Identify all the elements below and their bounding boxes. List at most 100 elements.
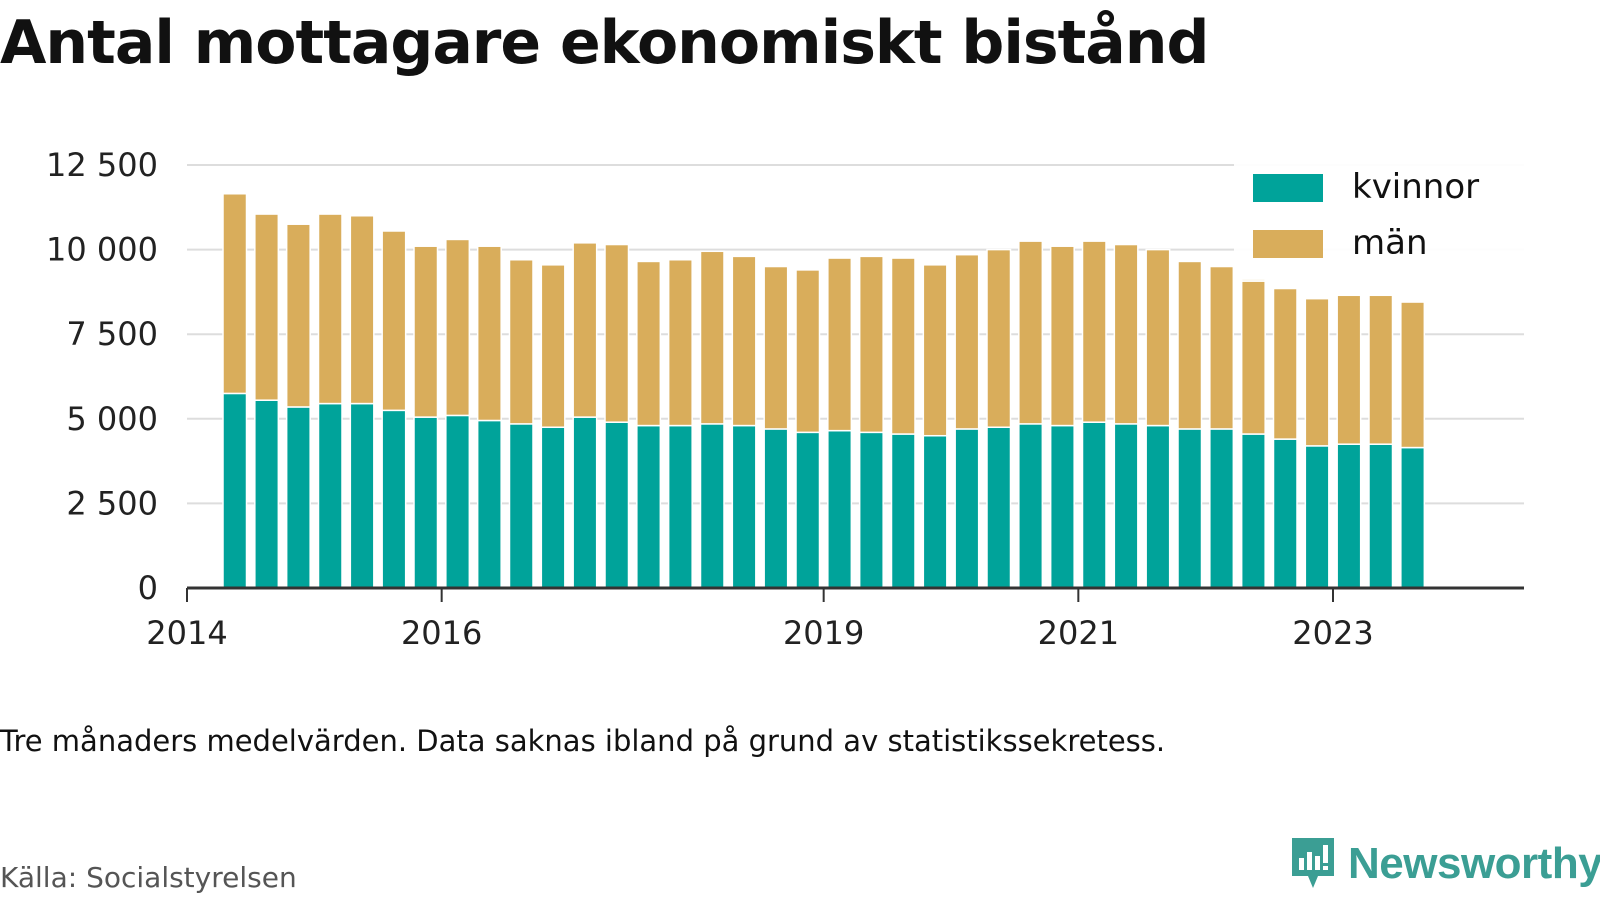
y-tick-label: 7 500 (66, 315, 158, 353)
bar-man (667, 259, 693, 427)
bar-kvinnor (381, 409, 407, 589)
bar-kvinnor (763, 428, 789, 589)
bar-man (1145, 248, 1171, 427)
x-tick-label: 2021 (1038, 614, 1119, 652)
bar-man (1113, 243, 1139, 425)
x-tick-label: 2023 (1292, 614, 1373, 652)
x-tick-label: 2014 (146, 614, 227, 652)
bar-kvinnor (1145, 424, 1171, 589)
y-axis: 0 2 500 5 000 7 500 10 000 12 500 (46, 146, 158, 607)
bar-man (445, 238, 471, 417)
bar-man (1177, 260, 1203, 430)
bar-man (1081, 240, 1107, 423)
bar-man (285, 223, 311, 408)
y-tick-label: 0 (138, 569, 158, 607)
x-axis: 2014 2016 2019 2021 2023 (146, 586, 1524, 652)
bar-kvinnor (954, 428, 980, 589)
bar-man (1272, 287, 1298, 440)
bar-man (1018, 240, 1044, 425)
brand-name: Newsworthy (1348, 839, 1600, 888)
bar-man (317, 213, 343, 405)
bar-man (222, 193, 248, 395)
bar-kvinnor (349, 402, 375, 589)
bar-man (604, 243, 630, 423)
bar-man (890, 257, 916, 435)
bar-kvinnor (1368, 443, 1394, 589)
bar-man (1049, 245, 1075, 427)
bar-kvinnor (890, 433, 916, 589)
bar-kvinnor (222, 392, 248, 589)
y-tick-label: 12 500 (46, 146, 158, 184)
bar-man (731, 255, 757, 427)
bar-kvinnor (1304, 445, 1330, 589)
bar-man (636, 260, 662, 427)
source-credit: Källa: Socialstyrelsen (0, 861, 297, 894)
x-tick-label: 2016 (401, 614, 482, 652)
bar-man (1304, 297, 1330, 447)
bar-man (476, 245, 502, 422)
bar-kvinnor (1240, 433, 1266, 589)
bar-kvinnor (572, 416, 598, 589)
legend: kvinnor män (1234, 162, 1524, 282)
bar-kvinnor (1336, 443, 1362, 589)
bar-kvinnor (731, 424, 757, 589)
y-tick-label: 5 000 (66, 400, 158, 438)
bar-man (254, 213, 280, 401)
y-tick-label: 10 000 (46, 231, 158, 269)
x-tick-label: 2019 (783, 614, 864, 652)
bar-man (1240, 277, 1266, 435)
bar-kvinnor (1272, 438, 1298, 589)
bar-kvinnor (1400, 446, 1426, 589)
bar-kvinnor (699, 423, 725, 589)
bar-series (222, 193, 1426, 589)
bar-man (381, 230, 407, 412)
bar-kvinnor (1113, 423, 1139, 589)
bar-man (1368, 294, 1394, 445)
bar-man (540, 264, 566, 429)
bar-kvinnor (413, 416, 439, 589)
bar-kvinnor (1081, 421, 1107, 589)
bar-kvinnor (827, 429, 853, 589)
bar-kvinnor (1177, 428, 1203, 589)
bar-kvinnor (667, 424, 693, 589)
bar-man (349, 215, 375, 405)
bar-man (795, 269, 821, 434)
bar-kvinnor (508, 423, 534, 589)
bar-man (1400, 301, 1426, 449)
bar-kvinnor (795, 431, 821, 589)
bar-man (413, 245, 439, 418)
bar-man (699, 250, 725, 425)
legend-label-kvinnor: kvinnor (1352, 167, 1479, 207)
bar-man (508, 259, 534, 425)
bar-kvinnor (636, 424, 662, 589)
bar-kvinnor (254, 399, 280, 589)
bar-man (922, 264, 948, 437)
bar-man (827, 257, 853, 432)
bar-kvinnor (986, 426, 1012, 589)
legend-label-man: män (1352, 223, 1428, 263)
legend-swatch-man (1253, 230, 1323, 258)
bar-kvinnor (1209, 428, 1235, 589)
bar-kvinnor (858, 431, 884, 589)
y-tick-label: 2 500 (66, 484, 158, 522)
bar-kvinnor (604, 421, 630, 589)
brand-logo: Newsworthy (1288, 836, 1600, 892)
newsworthy-logo-icon (1292, 838, 1334, 888)
bar-kvinnor (540, 426, 566, 589)
bar-kvinnor (285, 406, 311, 589)
bar-man (986, 248, 1012, 429)
gridlines (187, 164, 1524, 505)
chart-title: Antal mottagare ekonomiskt bistånd (0, 8, 1209, 78)
bar-kvinnor (476, 419, 502, 589)
bar-man (858, 255, 884, 434)
bar-kvinnor (445, 414, 471, 589)
bar-man (572, 242, 598, 418)
bar-kvinnor (317, 402, 343, 589)
bar-kvinnor (1049, 424, 1075, 589)
bar-man (954, 253, 980, 430)
bar-kvinnor (922, 434, 948, 589)
bar-man (1336, 294, 1362, 445)
chart-note: Tre månaders medelvärden. Data saknas ib… (0, 724, 1166, 758)
legend-swatch-kvinnor (1253, 174, 1323, 202)
